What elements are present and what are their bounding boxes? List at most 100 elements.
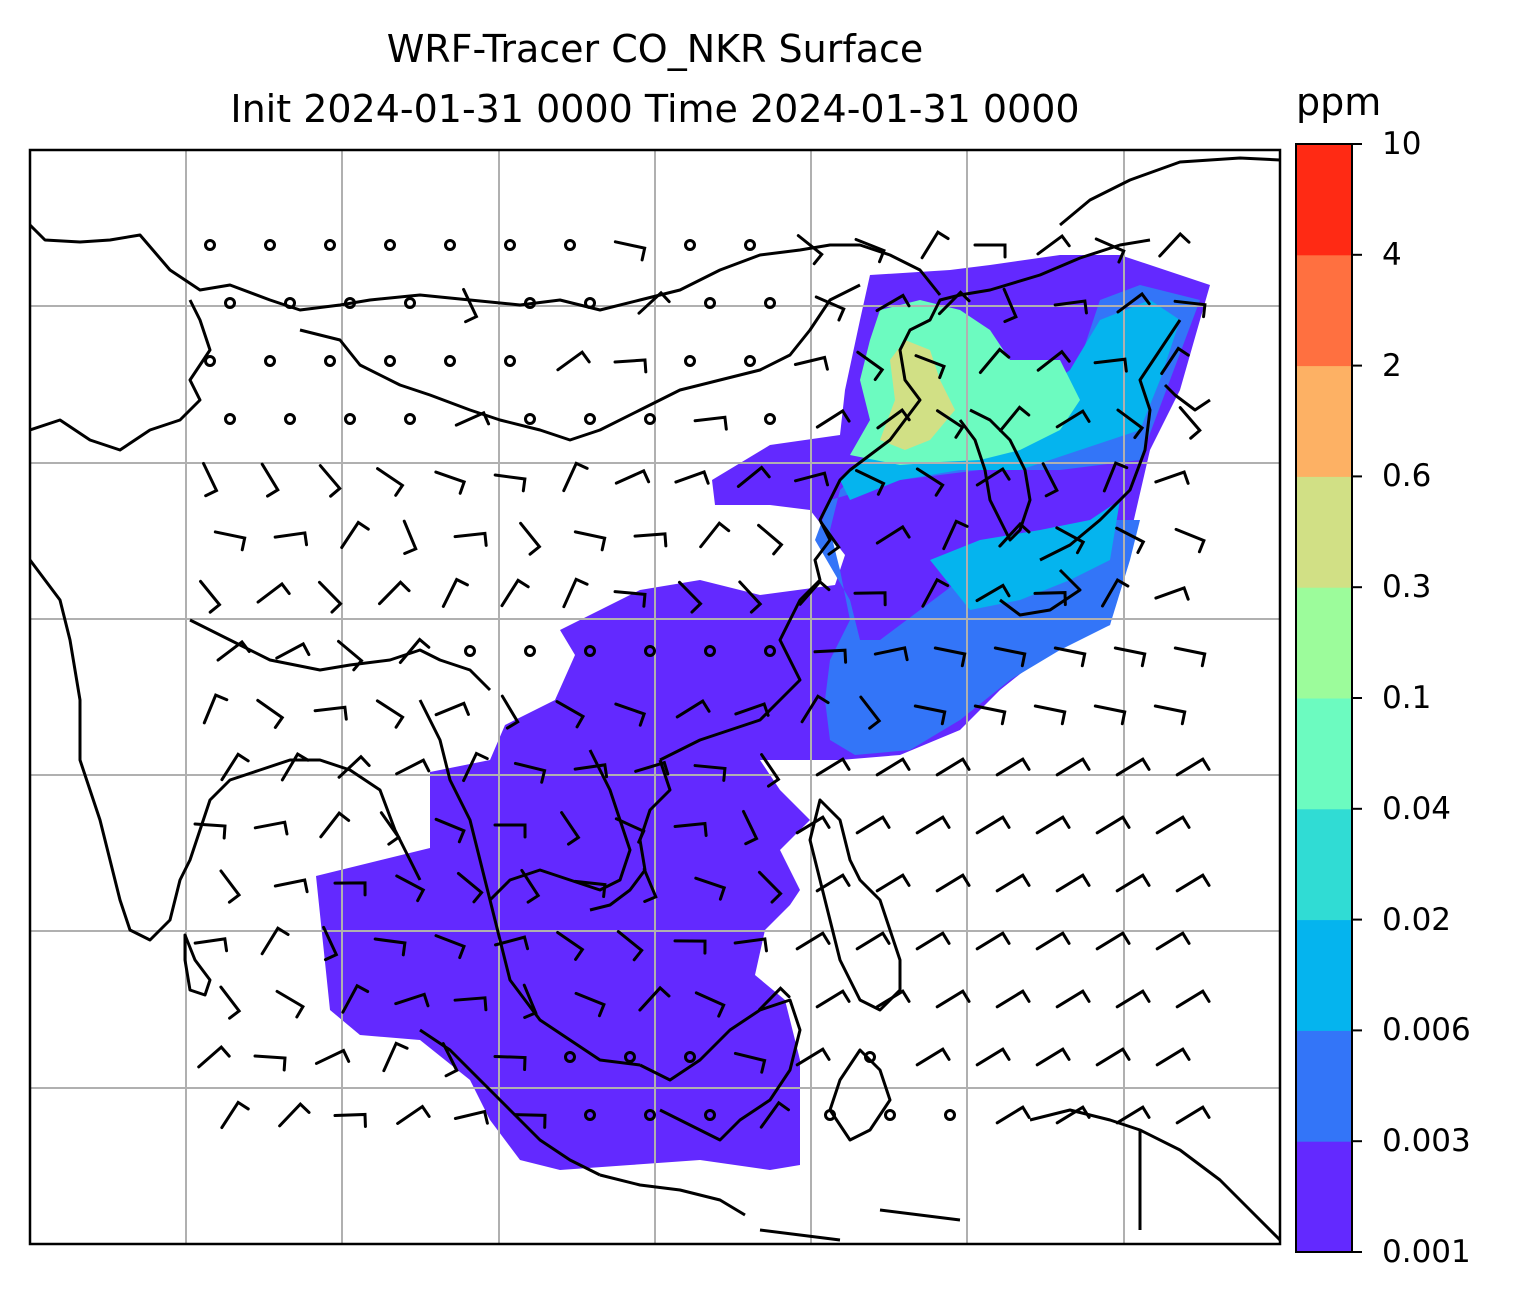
- wind-barb: [935, 757, 971, 777]
- wind-barb: [1116, 408, 1145, 440]
- wind-barb: [1093, 357, 1128, 373]
- wind-barb: [634, 760, 670, 776]
- wind-barb: [395, 758, 431, 776]
- wind-barb: [398, 637, 431, 664]
- wind-barb: [853, 591, 887, 607]
- wind-barb: [978, 347, 1011, 374]
- wind-barb: [453, 531, 488, 547]
- wind-barb: [995, 757, 1031, 777]
- wind-barb: [815, 757, 851, 777]
- wind-barb: [642, 867, 658, 903]
- wind-barb: [1093, 704, 1127, 726]
- wind-barb: [815, 989, 851, 1009]
- colorbar-segment: [1296, 1141, 1352, 1253]
- wind-barb: [574, 991, 606, 1018]
- wind-barb: [859, 695, 882, 730]
- wind-barb: [275, 989, 305, 1019]
- colorbar-tick-label: 10: [1382, 126, 1422, 162]
- wind-barb: [856, 350, 885, 381]
- wind-barb: [1035, 815, 1071, 835]
- wind-barb: [1174, 527, 1206, 554]
- wind-barb: [402, 519, 418, 555]
- colorbar-tick-label: 0.04: [1382, 790, 1452, 827]
- wind-barb: [197, 1044, 231, 1069]
- wind-barb: [677, 580, 703, 614]
- calm-wind-marker: [884, 1109, 896, 1121]
- wind-barb: [219, 869, 242, 904]
- wind-barb: [1055, 526, 1086, 555]
- wind-barb: [758, 986, 791, 1012]
- calm-wind-marker: [264, 239, 276, 251]
- wind-barb: [278, 1102, 311, 1128]
- wind-barb: [913, 704, 947, 726]
- wind-barb: [1055, 1105, 1091, 1125]
- wind-barb: [319, 811, 351, 839]
- calm-wind-marker: [524, 413, 536, 425]
- border-himalaya: [189, 618, 492, 692]
- coast-lesser-sunda: [759, 1208, 961, 1242]
- wind-barb: [1036, 233, 1071, 256]
- wind-barb: [1116, 291, 1151, 314]
- wind-barb: [733, 1051, 767, 1074]
- wind-barb: [441, 1042, 459, 1078]
- wind-barb: [875, 293, 911, 313]
- wind-barb: [333, 881, 367, 897]
- wind-barb: [202, 461, 219, 498]
- calm-wind-marker: [524, 297, 536, 309]
- wind-barb: [1113, 646, 1147, 668]
- wind-barb: [522, 983, 538, 1019]
- wind-barb: [341, 983, 370, 1014]
- calm-wind-marker: [764, 297, 776, 309]
- title-line-1: WRF-Tracer CO_NKR Surface: [386, 27, 924, 71]
- coast-sulawesi: [828, 1048, 892, 1142]
- wind-barb: [573, 879, 607, 899]
- calm-wind-marker: [264, 355, 276, 367]
- wind-barb: [613, 240, 647, 262]
- colorbar-segment: [1296, 919, 1352, 1031]
- wind-barb: [875, 524, 911, 545]
- wind-barb: [220, 1100, 250, 1130]
- calm-wind-marker: [764, 645, 776, 657]
- wind-barb: [998, 521, 1031, 548]
- wind-barb: [736, 465, 771, 488]
- wind-barb: [462, 751, 489, 783]
- wind-barb: [213, 530, 247, 552]
- calm-wind-marker: [944, 1109, 956, 1121]
- wind-barb: [613, 358, 648, 374]
- wind-barb: [1175, 1105, 1211, 1125]
- colorbar-segment: [1296, 254, 1352, 367]
- wind-barb: [675, 699, 711, 719]
- calm-wind-marker: [624, 1051, 636, 1063]
- wind-barb: [1158, 231, 1191, 258]
- calm-wind-marker: [324, 355, 336, 367]
- wind-barb: [800, 694, 830, 724]
- wind-barb: [798, 579, 831, 606]
- wind-barb: [1155, 815, 1191, 835]
- colorbar-segment: [1296, 476, 1352, 588]
- wind-barb: [1055, 757, 1091, 777]
- colorbar-segment: [1296, 808, 1352, 921]
- wind-barb: [441, 577, 469, 608]
- wind-barb: [814, 295, 846, 322]
- wind-barb: [633, 532, 668, 548]
- calm-wind-marker: [684, 1051, 696, 1063]
- wind-barb: [322, 925, 339, 962]
- wind-barb: [273, 531, 309, 547]
- wind-barb: [1173, 646, 1207, 668]
- wind-barb: [1036, 349, 1071, 372]
- wind-barb: [973, 704, 1007, 726]
- wind-barb: [915, 1047, 951, 1067]
- wind-barb: [1041, 462, 1059, 498]
- wind-barb: [1115, 1105, 1151, 1125]
- wind-barb: [199, 579, 222, 614]
- wind-barb: [995, 989, 1031, 1009]
- wind-barb: [453, 1109, 489, 1125]
- wind-barb: [975, 815, 1011, 835]
- wind-barb: [396, 1104, 431, 1125]
- coast-sri-lanka: [183, 933, 212, 997]
- colorbar-tick-label: 0.1: [1382, 680, 1432, 716]
- wind-barb: [379, 811, 401, 846]
- wind-barb: [1154, 470, 1190, 485]
- calm-wind-marker: [284, 297, 296, 309]
- calm-wind-marker: [564, 1051, 576, 1063]
